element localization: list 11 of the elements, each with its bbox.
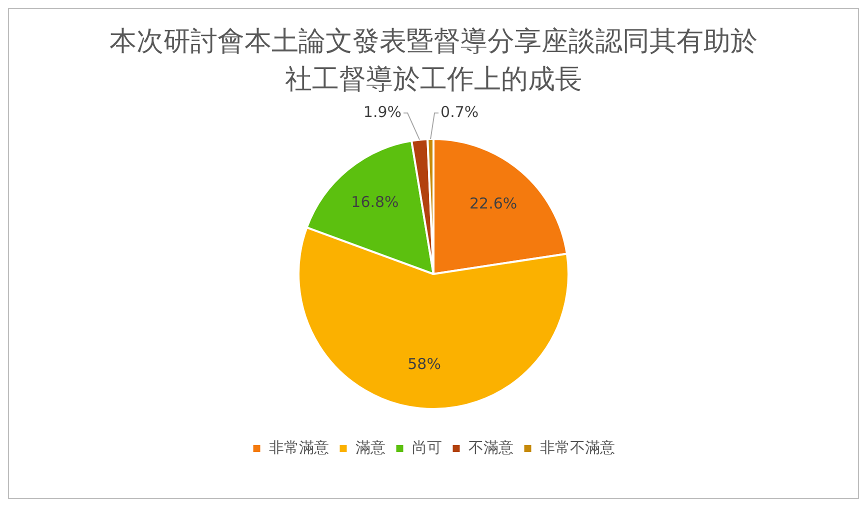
chart-title: 本次研討會本土論文發表暨督導分享座談認同其有助於社工督導於工作上的成長 [108, 25, 758, 97]
legend-label: 尚可 [412, 438, 442, 456]
data-label: 58% [408, 355, 441, 374]
data-label: 1.9% [363, 102, 402, 121]
data-label: 22.6% [470, 194, 518, 212]
legend-label: 非常滿意 [268, 438, 329, 456]
legend-label: 不滿意 [468, 438, 514, 456]
legend-label: 滿意 [355, 438, 386, 456]
data-label: 0.7% [440, 102, 479, 121]
legend-label: 非常不滿意 [540, 438, 615, 456]
data-label: 16.8% [351, 193, 399, 212]
